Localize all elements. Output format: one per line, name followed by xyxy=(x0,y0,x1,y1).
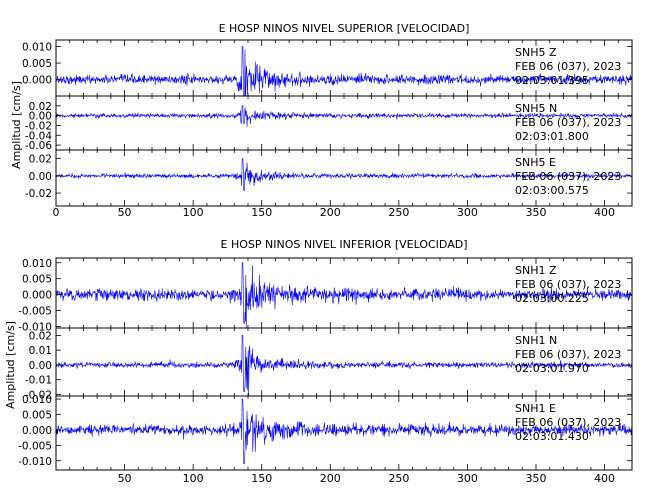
y-tick-label: 0.00 xyxy=(29,171,52,183)
waveform-line xyxy=(55,46,633,97)
x-tick-label: 150 xyxy=(251,472,272,485)
lower-panel-group: E HOSP NINOS NIVEL INFERIOR [VELOCIDAD] … xyxy=(4,238,467,409)
y-tick-label: -0.01 xyxy=(25,375,52,387)
y-tick-label: 0.000 xyxy=(22,290,52,302)
y-tick-label: -0.04 xyxy=(25,130,52,142)
y-tick-label: -0.010 xyxy=(18,456,52,468)
y-tick-label: 0.02 xyxy=(29,154,52,166)
y-tick-label: 0.02 xyxy=(29,101,52,113)
y-tick-label: 0.00 xyxy=(29,360,52,372)
station-label: SNH1 Z xyxy=(515,264,557,277)
y-tick-label: 0.00 xyxy=(29,111,52,123)
time-label: 02:03:01.800 xyxy=(515,130,589,143)
date-label: FEB 06 (037), 2023 xyxy=(515,116,621,129)
station-label: SNH1 N xyxy=(515,334,557,347)
x-tick-label: 150 xyxy=(251,206,272,219)
x-tick-label: 200 xyxy=(320,206,341,219)
date-label: FEB 06 (037), 2023 xyxy=(515,278,621,291)
waveform-line xyxy=(55,105,633,127)
y-tick-label: -0.02 xyxy=(25,390,52,402)
station-label: SNH5 N xyxy=(515,102,557,115)
station-label: SNH5 Z xyxy=(515,46,557,59)
date-label: FEB 06 (037), 2023 xyxy=(515,60,621,73)
y-tick-label: 0.02 xyxy=(29,330,52,342)
x-tick-label: 350 xyxy=(526,472,547,485)
x-tick-label: 50 xyxy=(118,206,132,219)
y-tick-label: 0.000 xyxy=(22,425,52,437)
waveform-line xyxy=(55,398,633,465)
x-tick-label: 200 xyxy=(320,472,341,485)
y-tick-label: 0.005 xyxy=(22,58,52,70)
x-tick-label: 100 xyxy=(183,472,204,485)
time-label: 02:03:01.395 xyxy=(515,74,589,87)
x-tick-label: 250 xyxy=(388,472,409,485)
date-label: FEB 06 (037), 2023 xyxy=(515,416,621,429)
y-tick-label: -0.005 xyxy=(18,440,52,452)
date-label: FEB 06 (037), 2023 xyxy=(515,348,621,361)
y-tick-label: -0.02 xyxy=(25,188,52,200)
station-label: SNH5 E xyxy=(515,156,556,169)
y-tick-label: 0.005 xyxy=(22,410,52,422)
lower-y-axis-label: Amplitud [cm/s] xyxy=(4,321,17,409)
x-tick-label: 100 xyxy=(183,206,204,219)
x-tick-label: 400 xyxy=(594,206,615,219)
y-tick-label: 0.005 xyxy=(22,274,52,286)
x-tick-label: 300 xyxy=(457,206,478,219)
waveform-line xyxy=(55,158,633,191)
y-tick-label: 0.010 xyxy=(22,258,52,270)
time-label: 02:03:01.430 xyxy=(515,430,589,443)
y-tick-label: -0.06 xyxy=(25,140,52,152)
station-label: SNH1 E xyxy=(515,402,556,415)
y-tick-label: -0.02 xyxy=(25,120,52,132)
x-tick-label: 300 xyxy=(457,472,478,485)
y-tick-label: 0.01 xyxy=(29,345,52,357)
x-tick-label: 400 xyxy=(594,472,615,485)
x-tick-label: 0 xyxy=(53,206,60,219)
y-tick-label: -0.010 xyxy=(18,321,52,333)
y-tick-label: 0.010 xyxy=(22,394,52,406)
x-tick-label: 50 xyxy=(118,472,132,485)
x-tick-label: 250 xyxy=(388,206,409,219)
waveform-line xyxy=(55,262,633,329)
upper-panel-group: E HOSP NINOS NIVEL SUPERIOR [VELOCIDAD] … xyxy=(10,22,469,169)
waveform-line xyxy=(55,335,633,397)
y-tick-label: -0.005 xyxy=(18,306,52,318)
upper-panel-title: E HOSP NINOS NIVEL SUPERIOR [VELOCIDAD] xyxy=(219,22,470,35)
y-tick-label: 0.000 xyxy=(22,75,52,87)
lower-panel-title: E HOSP NINOS NIVEL INFERIOR [VELOCIDAD] xyxy=(221,238,468,251)
y-tick-label: 0.010 xyxy=(22,42,52,54)
date-label: FEB 06 (037), 2023 xyxy=(515,170,621,183)
time-label: 02:03:01.970 xyxy=(515,362,589,375)
time-label: 02:03:00.225 xyxy=(515,292,589,305)
upper-y-axis-label: Amplitud [cm/s] xyxy=(10,81,23,169)
time-label: 02:03:00.575 xyxy=(515,184,589,197)
x-tick-label: 350 xyxy=(526,206,547,219)
